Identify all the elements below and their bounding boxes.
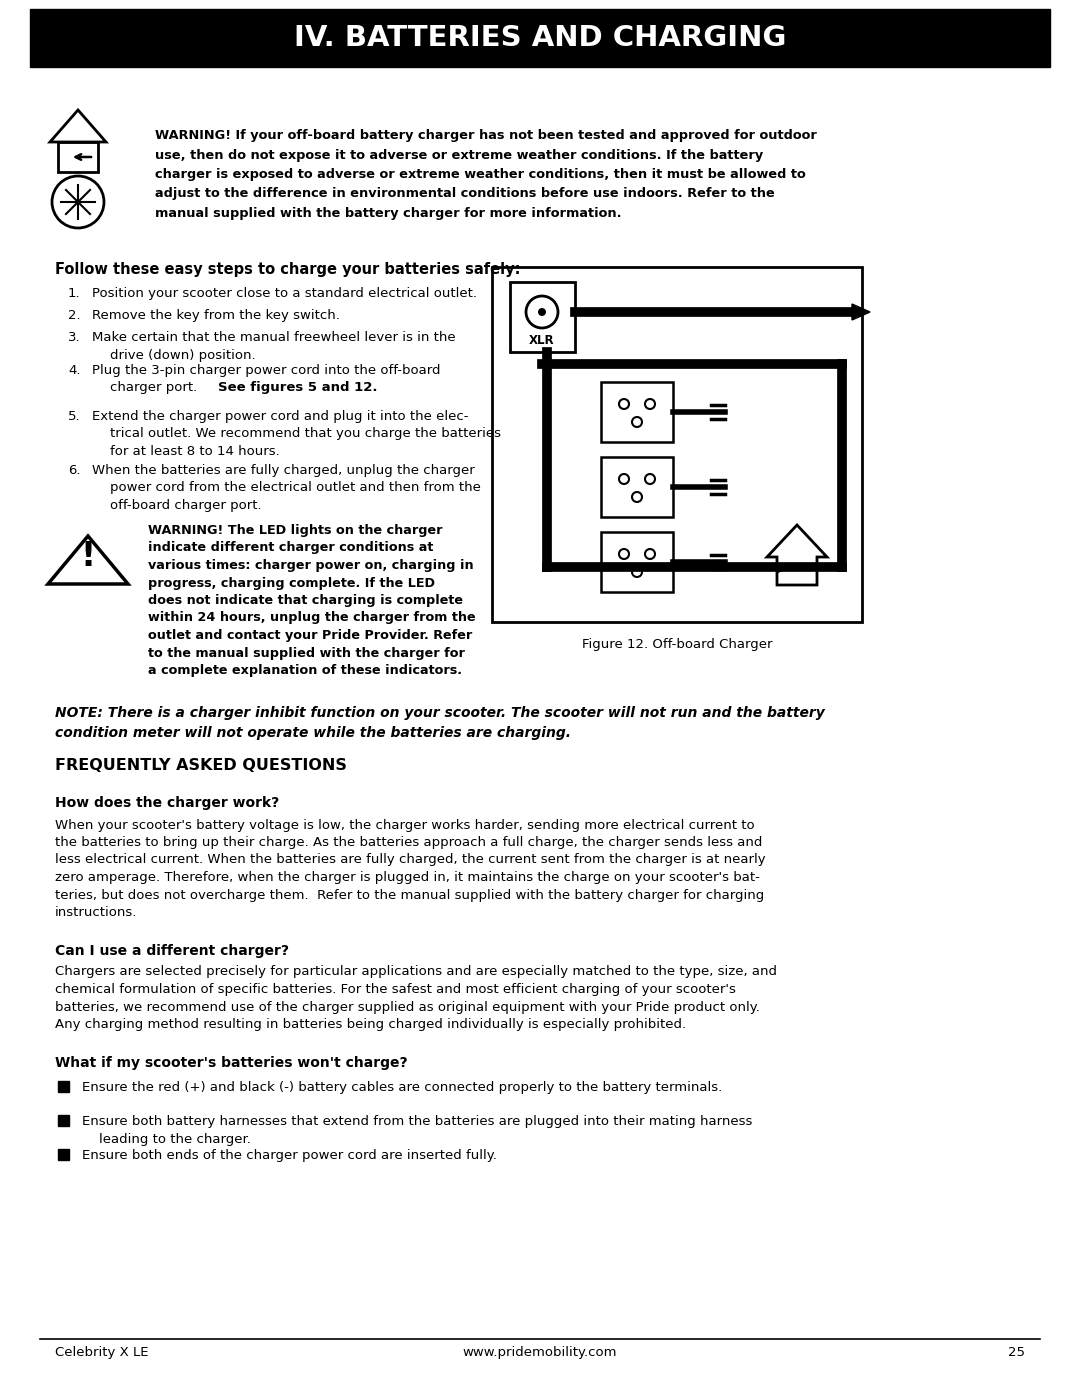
Text: Position your scooter close to a standard electrical outlet.: Position your scooter close to a standar…	[92, 286, 477, 300]
Text: Chargers are selected precisely for particular applications and are especially m: Chargers are selected precisely for part…	[55, 965, 777, 978]
Bar	[510, 282, 575, 352]
Text: Figure 12. Off-board Charger: Figure 12. Off-board Charger	[582, 638, 772, 651]
Text: zero amperage. Therefore, when the charger is plugged in, it maintains the charg: zero amperage. Therefore, when the charg…	[55, 870, 760, 884]
Text: a complete explanation of these indicators.: a complete explanation of these indicato…	[148, 664, 462, 678]
Text: teries, but does not overcharge them.  Refer to the manual supplied with the bat: teries, but does not overcharge them. Re…	[55, 888, 765, 901]
Bar	[492, 267, 862, 622]
Text: for at least 8 to 14 hours.: for at least 8 to 14 hours.	[110, 446, 280, 458]
Text: IV. BATTERIES AND CHARGING: IV. BATTERIES AND CHARGING	[294, 24, 786, 52]
Text: to the manual supplied with the charger for: to the manual supplied with the charger …	[148, 647, 464, 659]
Text: Make certain that the manual freewheel lever is in the: Make certain that the manual freewheel l…	[92, 331, 456, 344]
Text: condition meter will not operate while the batteries are charging.: condition meter will not operate while t…	[55, 725, 571, 739]
Text: 25: 25	[1008, 1345, 1025, 1359]
Text: adjust to the difference in environmental conditions before use indoors. Refer t: adjust to the difference in environmenta…	[156, 187, 774, 201]
Circle shape	[538, 307, 546, 316]
Bar	[600, 457, 673, 517]
Text: 1.: 1.	[68, 286, 81, 300]
Text: WARNING! The LED lights on the charger: WARNING! The LED lights on the charger	[148, 524, 443, 536]
Text: Ensure both battery harnesses that extend from the batteries are plugged into th: Ensure both battery harnesses that exten…	[82, 1115, 753, 1146]
Text: off-board charger port.: off-board charger port.	[110, 499, 261, 511]
Text: 2.: 2.	[68, 309, 81, 321]
Text: drive (down) position.: drive (down) position.	[110, 348, 256, 362]
Text: power cord from the electrical outlet and then from the: power cord from the electrical outlet an…	[110, 482, 481, 495]
Text: the batteries to bring up their charge. As the batteries approach a full charge,: the batteries to bring up their charge. …	[55, 835, 762, 849]
Text: batteries, we recommend use of the charger supplied as original equipment with y: batteries, we recommend use of the charg…	[55, 1000, 760, 1013]
Bar	[58, 142, 98, 172]
Text: indicate different charger conditions at: indicate different charger conditions at	[148, 542, 433, 555]
Text: WARNING! If your off-board battery charger has not been tested and approved for : WARNING! If your off-board battery charg…	[156, 129, 816, 142]
Text: progress, charging complete. If the LED: progress, charging complete. If the LED	[148, 577, 435, 590]
Bar	[58, 1148, 69, 1160]
Text: chemical formulation of specific batteries. For the safest and most efficient ch: chemical formulation of specific batteri…	[55, 983, 735, 996]
Text: Plug the 3-pin charger power cord into the off-board: Plug the 3-pin charger power cord into t…	[92, 365, 441, 377]
Polygon shape	[852, 305, 870, 320]
Text: 5.: 5.	[68, 409, 81, 423]
Text: charger port.: charger port.	[110, 381, 202, 394]
Text: various times: charger power on, charging in: various times: charger power on, chargin…	[148, 559, 474, 571]
Text: Can I use a different charger?: Can I use a different charger?	[55, 943, 289, 957]
Text: How does the charger work?: How does the charger work?	[55, 796, 280, 810]
Text: Extend the charger power cord and plug it into the elec-: Extend the charger power cord and plug i…	[92, 409, 469, 423]
Bar	[58, 1115, 69, 1126]
Text: Ensure the red (+) and black (-) battery cables are connected properly to the ba: Ensure the red (+) and black (-) battery…	[82, 1081, 723, 1094]
Text: manual supplied with the battery charger for more information.: manual supplied with the battery charger…	[156, 207, 622, 219]
Text: What if my scooter's batteries won't charge?: What if my scooter's batteries won't cha…	[55, 1056, 407, 1070]
Text: Any charging method resulting in batteries being charged individually is especia: Any charging method resulting in batteri…	[55, 1018, 686, 1031]
Text: Remove the key from the key switch.: Remove the key from the key switch.	[92, 309, 340, 321]
Text: See figures 5 and 12.: See figures 5 and 12.	[218, 381, 378, 394]
Text: 6.: 6.	[68, 464, 81, 476]
Text: instructions.: instructions.	[55, 907, 137, 919]
Text: Follow these easy steps to charge your batteries safely:: Follow these easy steps to charge your b…	[55, 263, 521, 277]
Text: XLR: XLR	[529, 334, 555, 346]
Text: less electrical current. When the batteries are fully charged, the current sent : less electrical current. When the batter…	[55, 854, 766, 866]
Text: outlet and contact your Pride Provider. Refer: outlet and contact your Pride Provider. …	[148, 629, 472, 643]
Text: does not indicate that charging is complete: does not indicate that charging is compl…	[148, 594, 463, 608]
Text: Ensure both ends of the charger power cord are inserted fully.: Ensure both ends of the charger power co…	[82, 1150, 497, 1162]
Text: FREQUENTLY ASKED QUESTIONS: FREQUENTLY ASKED QUESTIONS	[55, 759, 347, 774]
Bar	[600, 381, 673, 441]
Text: When your scooter's battery voltage is low, the charger works harder, sending mo: When your scooter's battery voltage is l…	[55, 819, 755, 831]
Polygon shape	[48, 536, 129, 584]
Bar	[58, 1080, 69, 1091]
Bar	[600, 532, 673, 592]
Text: 4.: 4.	[68, 365, 81, 377]
Text: 3.: 3.	[68, 331, 81, 344]
Text: trical outlet. We recommend that you charge the batteries: trical outlet. We recommend that you cha…	[110, 427, 501, 440]
Bar	[30, 8, 1050, 67]
Text: NOTE: There is a charger inhibit function on your scooter. The scooter will not : NOTE: There is a charger inhibit functio…	[55, 707, 825, 721]
Text: Celebrity X LE: Celebrity X LE	[55, 1345, 149, 1359]
Text: use, then do not expose it to adverse or extreme weather conditions. If the batt: use, then do not expose it to adverse or…	[156, 148, 764, 162]
Text: charger is exposed to adverse or extreme weather conditions, then it must be all: charger is exposed to adverse or extreme…	[156, 168, 806, 182]
Text: within 24 hours, unplug the charger from the: within 24 hours, unplug the charger from…	[148, 612, 475, 624]
Text: www.pridemobility.com: www.pridemobility.com	[462, 1345, 618, 1359]
Text: When the batteries are fully charged, unplug the charger: When the batteries are fully charged, un…	[92, 464, 475, 476]
Text: !: !	[80, 539, 95, 573]
